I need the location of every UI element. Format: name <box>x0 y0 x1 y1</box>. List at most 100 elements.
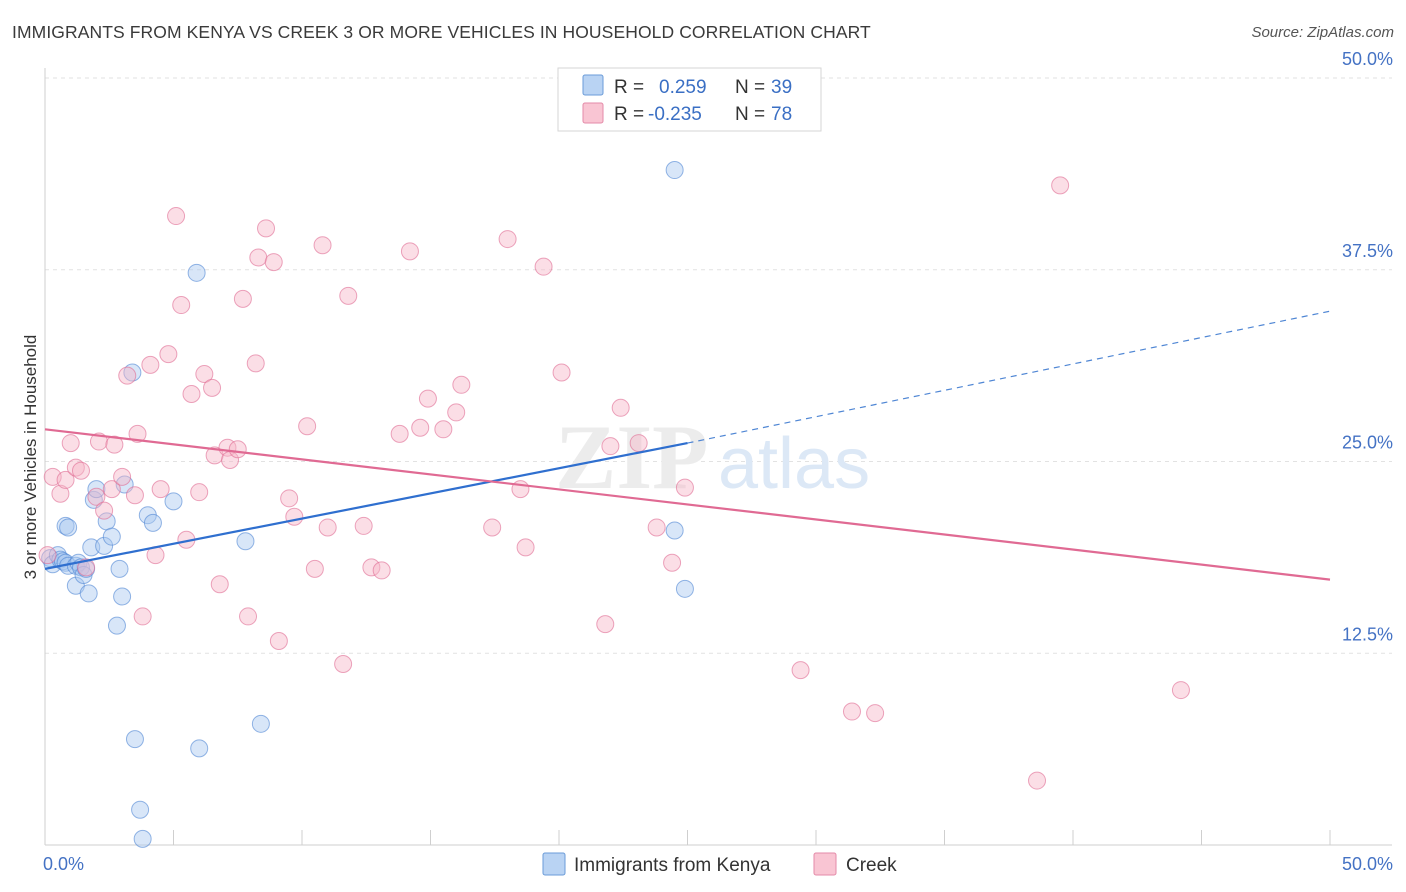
data-point <box>118 366 137 385</box>
data-point <box>172 296 191 315</box>
legend-r-value-creek: -0.235 <box>648 104 702 125</box>
data-point <box>107 616 126 635</box>
data-point <box>269 631 288 650</box>
data-point <box>195 365 214 384</box>
legend-r-label-kenya: R = <box>614 77 644 98</box>
data-point <box>663 553 682 572</box>
trend-line-kenya <box>44 442 688 570</box>
legend-r-value-kenya: 0.259 <box>659 77 707 98</box>
data-point <box>313 236 332 255</box>
data-point <box>87 480 106 499</box>
data-point <box>38 546 57 565</box>
data-point <box>236 532 255 551</box>
data-point <box>143 513 162 532</box>
data-point <box>203 378 222 397</box>
data-point <box>249 248 268 267</box>
data-point <box>131 800 150 819</box>
series-legend: Immigrants from Kenya Creek <box>542 852 897 876</box>
legend-swatch-kenya <box>582 74 604 96</box>
data-point <box>675 579 694 598</box>
data-point <box>483 518 502 537</box>
data-point <box>95 501 114 520</box>
data-point <box>190 739 209 758</box>
data-point <box>141 355 160 374</box>
data-point <box>87 487 106 506</box>
data-point <box>280 489 299 508</box>
data-point <box>498 230 517 249</box>
data-point <box>128 424 147 443</box>
data-point <box>665 521 684 540</box>
data-point <box>1171 681 1190 700</box>
data-point <box>354 516 373 535</box>
data-point <box>59 518 78 537</box>
data-point <box>665 161 684 180</box>
trend-line-creek <box>44 428 1331 581</box>
watermark-atlas: atlas <box>718 424 870 504</box>
data-point <box>866 704 885 723</box>
data-point <box>110 559 129 578</box>
data-point <box>113 467 132 486</box>
data-point <box>125 730 144 749</box>
axes: 12.5% 25.0% 37.5% 50.0% 0.0% 50.0% <box>43 49 1393 874</box>
data-point <box>228 440 247 459</box>
data-point <box>675 478 694 497</box>
data-point <box>611 398 630 417</box>
data-point <box>95 536 114 555</box>
data-point <box>233 289 252 308</box>
data-point <box>123 363 142 382</box>
data-point <box>151 480 170 499</box>
data-point <box>190 483 209 502</box>
source-label: Source: ZipAtlas.com <box>1251 24 1394 41</box>
data-point <box>77 558 96 577</box>
y-tick-label: 25.0% <box>1342 433 1393 453</box>
x-tick-label-min: 0.0% <box>43 854 84 874</box>
legend-n-value-creek: 78 <box>771 104 792 125</box>
data-point <box>400 242 419 261</box>
data-point <box>133 829 152 848</box>
bottom-legend-swatch-kenya <box>542 852 566 876</box>
data-point <box>1028 771 1047 790</box>
data-point <box>596 615 615 634</box>
data-point <box>552 363 571 382</box>
data-point <box>125 486 144 505</box>
data-point <box>516 538 535 557</box>
data-point <box>239 607 258 626</box>
trend-line-kenya-extension <box>687 310 1331 444</box>
data-point <box>264 253 283 272</box>
data-point <box>102 527 121 546</box>
legend-n-label-creek: N = <box>735 104 765 125</box>
data-point <box>102 480 121 499</box>
data-point <box>418 389 437 408</box>
data-point <box>842 702 861 721</box>
data-point <box>56 470 75 489</box>
data-point <box>390 424 409 443</box>
data-point <box>452 375 471 394</box>
data-point <box>61 434 80 453</box>
data-point <box>447 403 466 422</box>
data-point <box>66 458 85 477</box>
data-point <box>629 434 648 453</box>
data-point <box>647 518 666 537</box>
data-point <box>246 354 265 373</box>
data-point <box>334 654 353 673</box>
data-point <box>133 607 152 626</box>
data-point <box>318 518 337 537</box>
trend-lines <box>44 310 1331 581</box>
y-tick-label: 37.5% <box>1342 241 1393 261</box>
data-point <box>601 437 620 456</box>
data-point <box>362 558 381 577</box>
data-point <box>187 263 206 282</box>
y-tick-label: 12.5% <box>1342 624 1393 644</box>
x-tick-label-max: 50.0% <box>1342 854 1393 874</box>
data-point <box>82 538 101 557</box>
data-point <box>257 219 276 238</box>
data-point <box>298 417 317 436</box>
data-point <box>251 714 270 733</box>
data-point <box>71 461 90 480</box>
data-point <box>164 492 183 511</box>
correlation-legend: R = 0.259 N = 39 R = -0.235 N = 78 <box>557 67 822 132</box>
series-kenya <box>41 161 694 848</box>
data-point <box>339 286 358 305</box>
data-point <box>51 484 70 503</box>
